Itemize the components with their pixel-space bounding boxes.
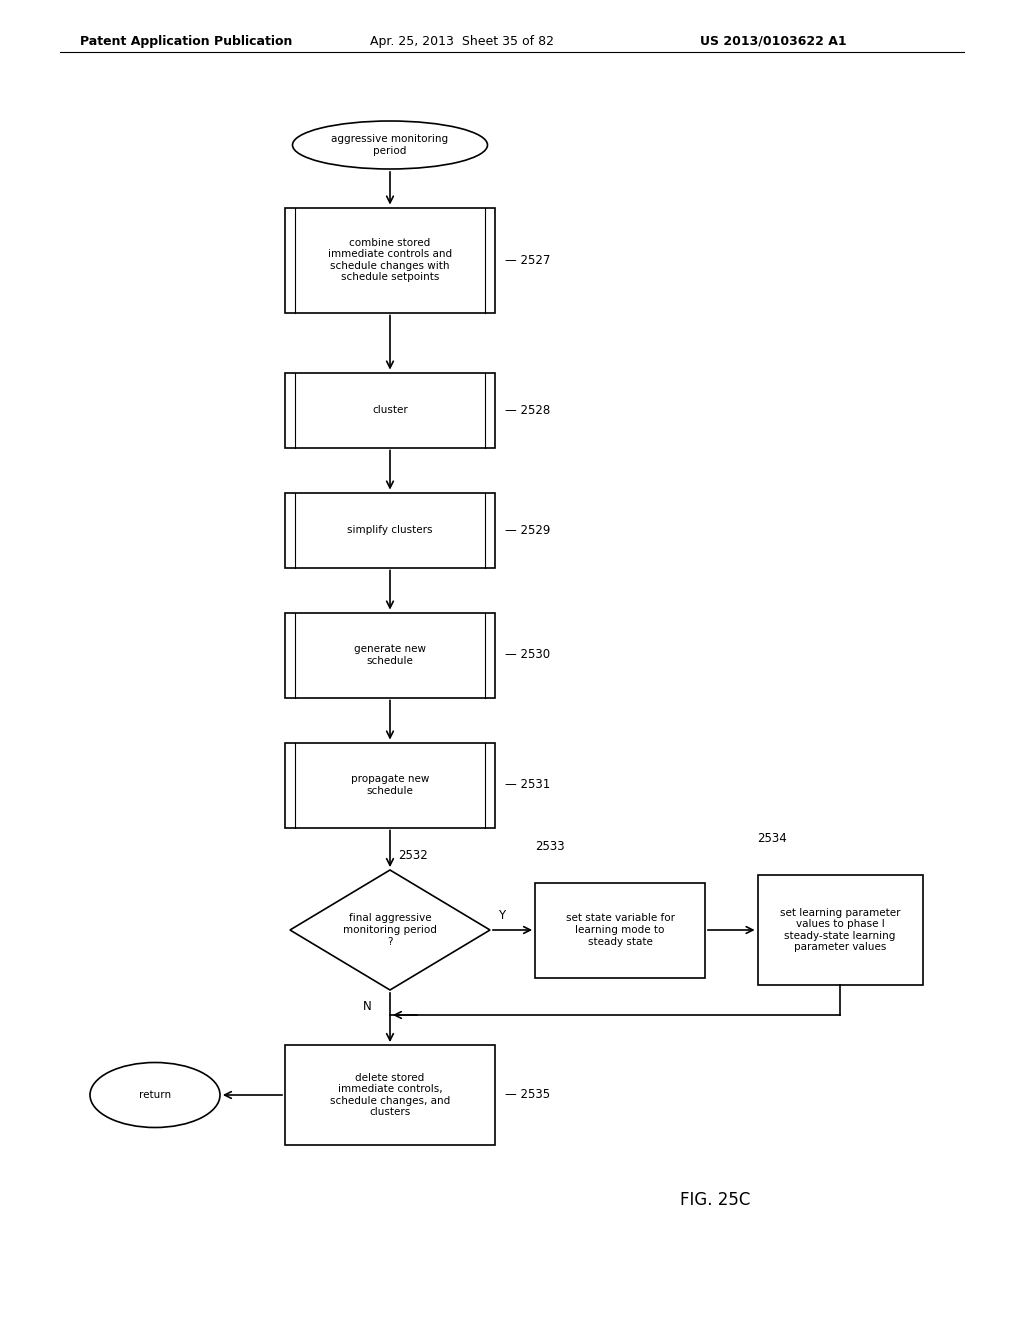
Text: — 2529: — 2529 — [505, 524, 550, 536]
Text: delete stored
immediate controls,
schedule changes, and
clusters: delete stored immediate controls, schedu… — [330, 1073, 451, 1118]
Bar — [285, 742, 495, 828]
Bar — [758, 875, 923, 985]
Text: Apr. 25, 2013  Sheet 35 of 82: Apr. 25, 2013 Sheet 35 of 82 — [370, 36, 554, 48]
Bar — [535, 883, 705, 978]
Text: 2533: 2533 — [535, 840, 564, 853]
Text: — 2531: — 2531 — [505, 779, 550, 792]
Ellipse shape — [293, 121, 487, 169]
Text: generate new
schedule: generate new schedule — [354, 644, 426, 665]
Bar — [285, 612, 495, 697]
Text: set learning parameter
values to phase I
steady-state learning
parameter values: set learning parameter values to phase I… — [779, 908, 900, 953]
Text: — 2528: — 2528 — [505, 404, 550, 417]
Text: FIG. 25C: FIG. 25C — [680, 1191, 751, 1209]
Text: aggressive monitoring
period: aggressive monitoring period — [332, 135, 449, 156]
Text: — 2535: — 2535 — [505, 1089, 550, 1101]
Text: — 2530: — 2530 — [505, 648, 550, 661]
Text: simplify clusters: simplify clusters — [347, 525, 433, 535]
Text: Y: Y — [498, 909, 505, 921]
Text: return: return — [139, 1090, 171, 1100]
Text: set state variable for
learning mode to
steady state: set state variable for learning mode to … — [565, 913, 675, 946]
Text: Patent Application Publication: Patent Application Publication — [80, 36, 293, 48]
Text: cluster: cluster — [372, 405, 408, 414]
Text: US 2013/0103622 A1: US 2013/0103622 A1 — [700, 36, 847, 48]
Text: propagate new
schedule: propagate new schedule — [351, 775, 429, 796]
Text: 2532: 2532 — [398, 849, 428, 862]
Bar — [285, 372, 495, 447]
Text: combine stored
immediate controls and
schedule changes with
schedule setpoints: combine stored immediate controls and sc… — [328, 238, 452, 282]
Text: final aggressive
monitoring period
?: final aggressive monitoring period ? — [343, 913, 437, 946]
Ellipse shape — [90, 1063, 220, 1127]
Bar — [285, 207, 495, 313]
Text: 2534: 2534 — [758, 832, 787, 845]
Bar — [285, 492, 495, 568]
Polygon shape — [290, 870, 490, 990]
Bar — [285, 1045, 495, 1144]
Text: N: N — [364, 1001, 372, 1012]
Text: — 2527: — 2527 — [505, 253, 550, 267]
